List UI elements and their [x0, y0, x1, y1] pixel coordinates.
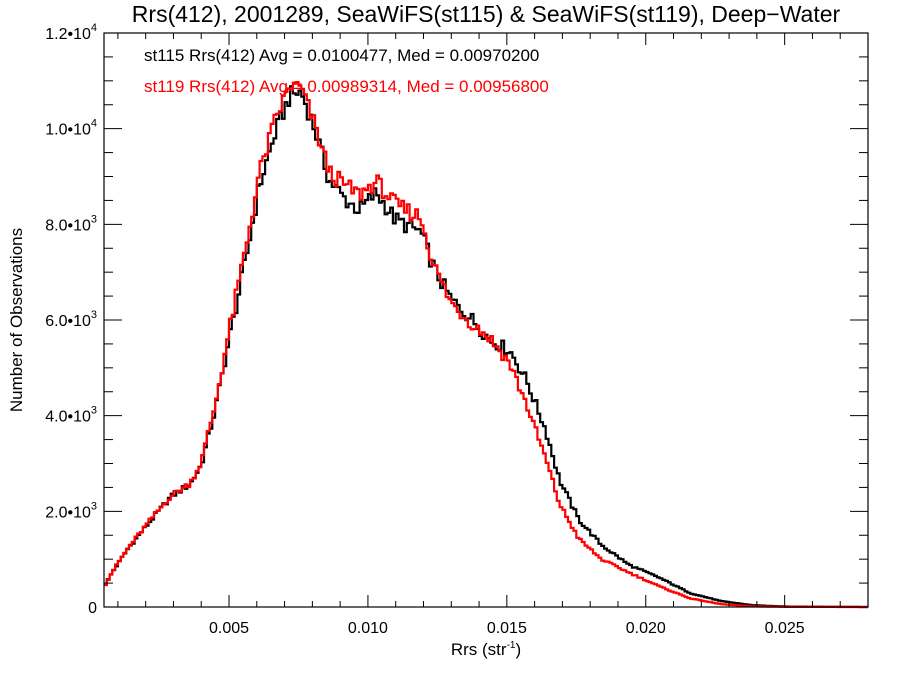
x-tick-label: 0.015 [487, 620, 527, 637]
x-axis-title-main: Rrs (str [451, 640, 507, 659]
y-tick-label: 0 [88, 600, 97, 617]
y-tick-mantissa: 8.0•10 [45, 217, 91, 234]
x-axis-title: Rrs (str-1) [451, 640, 521, 659]
y-tick-label: 1.0•104 [45, 118, 97, 139]
y-tick-exponent: 3 [91, 405, 97, 417]
x-axis-title-end: ) [515, 640, 521, 659]
y-tick-exponent: 4 [91, 22, 97, 34]
y-tick-mantissa: 2.0•10 [45, 504, 91, 521]
x-tick-label: 0.005 [209, 620, 249, 637]
y-tick-mantissa: 4.0•10 [45, 409, 91, 426]
y-axis-title: Number of Observations [7, 228, 26, 412]
y-tick-label: 2.0•103 [45, 500, 97, 521]
y-tick-mantissa: 1.2•10 [45, 26, 91, 43]
y-tick-mantissa: 1.0•10 [45, 122, 91, 139]
y-tick-mantissa: 0 [88, 600, 97, 617]
series-layer [104, 81, 868, 609]
y-tick-label: 4.0•103 [45, 405, 97, 426]
y-tick-labels: 02.0•1034.0•1036.0•1038.0•1031.0•1041.2•… [45, 22, 97, 617]
y-tick-exponent: 3 [91, 213, 97, 225]
y-tick-mantissa: 6.0•10 [45, 313, 91, 330]
y-tick-exponent: 3 [91, 309, 97, 321]
ticks-layer [104, 32, 868, 608]
legend-entry-st115: st115 Rrs(412) Avg = 0.0100477, Med = 0.… [144, 46, 539, 65]
y-tick-exponent: 4 [91, 118, 97, 130]
legend-entry-st119: st119 Rrs(412) Avg = 0.00989314, Med = 0… [144, 77, 549, 96]
y-tick-label: 6.0•103 [45, 309, 97, 330]
x-tick-label: 0.020 [626, 620, 666, 637]
series-st119-line [104, 81, 868, 609]
series-st115-line [104, 85, 868, 609]
x-tick-label: 0.010 [348, 620, 388, 637]
plot-frame [103, 32, 869, 608]
y-tick-exponent: 3 [91, 500, 97, 512]
x-tick-label: 0.025 [765, 620, 805, 637]
y-tick-label: 8.0•103 [45, 213, 97, 234]
x-axis-title-sup: -1 [507, 640, 516, 651]
chart-title: Rrs(412), 2001289, SeaWiFS(st115) & SeaW… [132, 1, 841, 27]
x-tick-labels: 0.005 0.010 0.015 0.020 0.025 [209, 620, 805, 637]
y-tick-label: 1.2•104 [45, 22, 97, 43]
